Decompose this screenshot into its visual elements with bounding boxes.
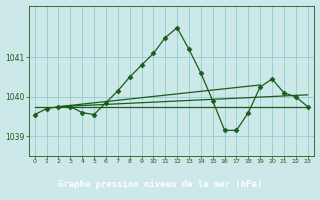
Text: Graphe pression niveau de la mer (hPa): Graphe pression niveau de la mer (hPa) (58, 180, 262, 189)
